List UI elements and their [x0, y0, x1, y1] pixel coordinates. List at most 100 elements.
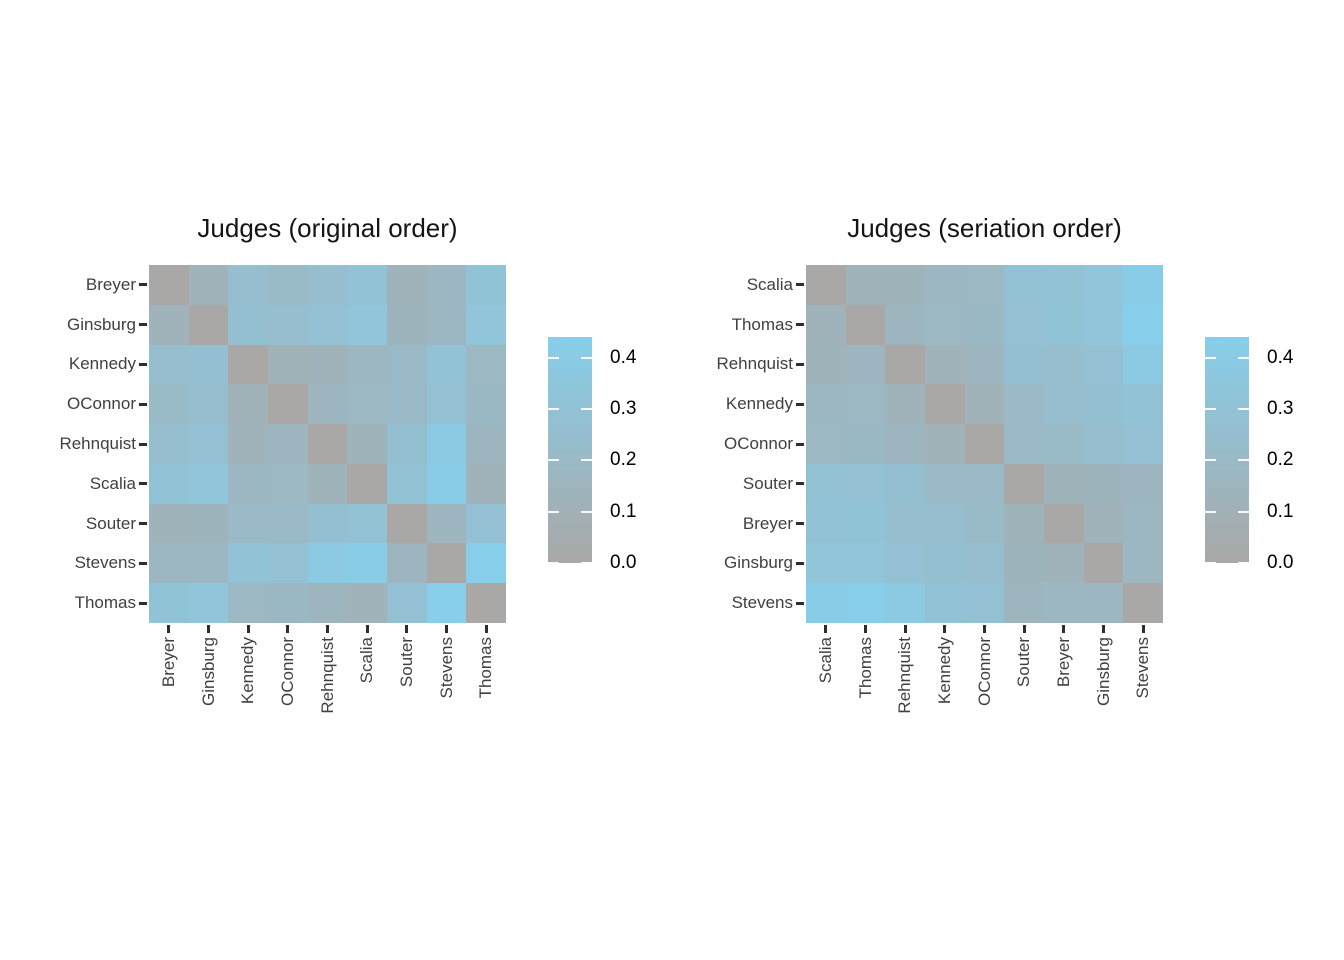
y-axis-tick — [139, 323, 147, 327]
y-axis-tick — [796, 482, 804, 486]
heatmap-cell — [845, 503, 886, 544]
heatmap-cell — [1044, 384, 1084, 425]
heatmap-cell — [188, 384, 229, 425]
x-axis-tick — [207, 625, 210, 633]
x-axis-tick — [864, 625, 867, 633]
legend-tick-label: 0.3 — [610, 397, 637, 419]
legend-tick — [1238, 407, 1249, 410]
legend-tick-label: 0.4 — [610, 346, 637, 368]
heatmap-cell — [1044, 265, 1084, 305]
heatmap-cell — [845, 543, 886, 584]
y-axis-tick — [796, 522, 804, 526]
heatmap-cell — [188, 344, 229, 385]
axis-labels: Breyer Breyer Ginsburg Ginsburg Kennedy Kenne… — [59, 275, 495, 714]
heatmap-cell — [1044, 304, 1084, 345]
legend-tick — [1205, 510, 1216, 513]
heatmap-cell — [964, 543, 1005, 584]
heatmap-cell — [228, 384, 268, 425]
legend-tick — [581, 562, 592, 564]
heatmap-cell — [149, 463, 189, 504]
y-axis-label: Souter — [742, 473, 793, 493]
heatmap-cell — [1083, 424, 1124, 464]
heatmap-cell — [1083, 265, 1124, 305]
heatmap-grid — [149, 265, 506, 623]
panel-title: Judges (seriation order) — [847, 213, 1122, 243]
heatmap-cell — [347, 344, 387, 385]
heatmap-cell — [964, 344, 1005, 385]
y-axis-tick — [796, 442, 804, 446]
heatmap-cell — [466, 304, 506, 345]
heatmap-cell — [845, 304, 886, 345]
y-axis-tick — [139, 482, 147, 486]
heatmap-cell — [1004, 424, 1044, 464]
heatmap-cell — [228, 265, 268, 305]
heatmap-cell — [1004, 583, 1044, 623]
heatmap-cell — [885, 344, 925, 385]
heatmap-cell — [228, 463, 268, 504]
heatmap-cell — [268, 424, 308, 464]
heatmap-cell — [885, 424, 925, 464]
heatmap-cell — [268, 543, 308, 584]
x-axis-tick — [445, 625, 448, 633]
heatmap-cell — [347, 543, 387, 584]
heatmap-cell — [1004, 384, 1044, 425]
heatmap-cell — [1044, 463, 1084, 504]
x-axis-tick — [1102, 625, 1105, 633]
heatmap-panel-original: Judges (original order) Breyer Breyer Gins… — [59, 213, 637, 714]
heatmap-cell — [806, 463, 846, 504]
heatmap-cell — [426, 424, 467, 464]
heatmap-cell — [228, 543, 268, 584]
heatmap-cell — [1044, 503, 1084, 544]
panel-title: Judges (original order) — [197, 213, 458, 243]
heatmap-cell — [806, 503, 846, 544]
heatmap-cell — [347, 463, 387, 504]
y-axis-label: OConnor — [67, 394, 136, 414]
heatmap-cell — [806, 583, 846, 623]
heatmap-cell — [387, 344, 427, 385]
heatmap-cell — [466, 463, 506, 504]
legend-tick-label: 0.2 — [1267, 449, 1294, 471]
legend-tick — [548, 407, 559, 410]
heatmap-cell — [925, 543, 965, 584]
heatmap-cell — [925, 304, 965, 345]
heatmap-cell — [885, 503, 925, 544]
heatmap-cell — [307, 503, 348, 544]
heatmap-cell — [149, 424, 189, 464]
heatmap-cell — [806, 344, 846, 385]
x-axis-tick — [943, 625, 947, 633]
legend-tick — [548, 459, 559, 462]
heatmap-cell — [426, 304, 467, 345]
y-axis-tick — [139, 442, 147, 446]
heatmap-cell — [964, 583, 1005, 623]
heatmap-cell — [964, 265, 1005, 305]
heatmap-cell — [1083, 344, 1124, 385]
heatmap-cell — [387, 265, 427, 305]
heatmap-cell — [845, 583, 886, 623]
heatmap-cell — [1004, 265, 1044, 305]
heatmap-cell — [964, 304, 1005, 345]
heatmap-cell — [228, 583, 268, 623]
heatmap-panel-seriation: Judges (seriation order) Scalia Scalia Tho… — [657, 0, 1344, 960]
x-axis-tick — [824, 625, 828, 633]
y-axis-tick — [139, 362, 147, 366]
heatmap-cell — [268, 583, 308, 623]
heatmap-cell — [307, 265, 348, 305]
legend-tick — [1238, 510, 1249, 513]
heatmap-cell — [347, 503, 387, 544]
heatmap-cell — [1123, 424, 1163, 464]
heatmap-cell — [188, 304, 229, 345]
heatmap-cell — [1083, 543, 1124, 584]
heatmap-cell — [426, 463, 467, 504]
heatmap-cell — [268, 304, 308, 345]
y-axis-label: Stevens — [731, 593, 793, 613]
heatmap-cell — [387, 384, 427, 425]
heatmap-cell — [387, 543, 427, 584]
heatmap-cell — [885, 543, 925, 584]
heatmap-cell — [1083, 463, 1124, 504]
x-axis-tick — [405, 625, 409, 633]
heatmap-cell — [1004, 304, 1044, 345]
heatmap-cell — [1123, 344, 1163, 385]
heatmap-cell — [925, 265, 965, 305]
heatmap-cell — [387, 503, 427, 544]
heatmap-cell — [188, 503, 229, 544]
